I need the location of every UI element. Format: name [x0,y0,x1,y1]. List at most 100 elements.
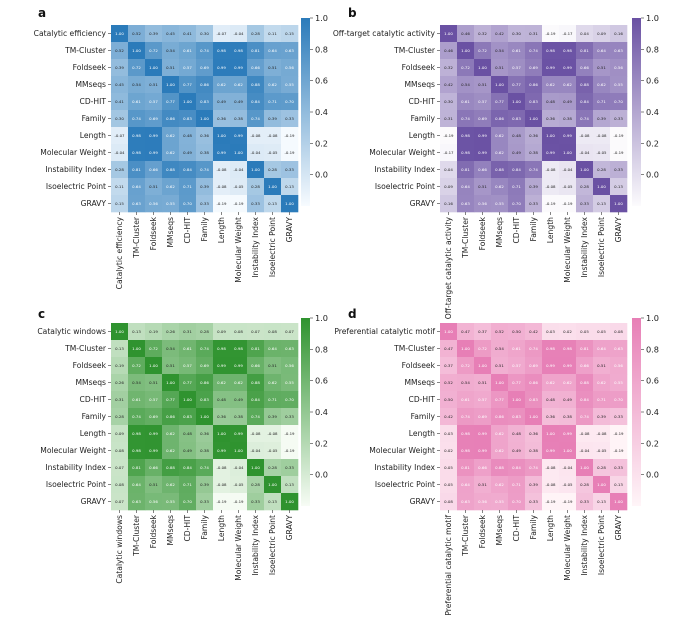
heatmap-cell [128,374,146,392]
heatmap-cell [474,357,492,375]
cell-value-label: 0.70 [285,397,294,402]
cell-value-label: 0.49 [183,150,192,155]
cell-value-label: -0.19 [613,150,624,155]
heatmap-cell [213,93,231,111]
heatmap-cell [457,391,475,409]
cell-value-label: 0.28 [115,167,124,172]
heatmap-cell [593,442,611,460]
heatmap-cell [508,110,526,128]
cell-value-label: 0.36 [200,431,209,436]
cell-value-label: 0.39 [268,414,277,419]
heatmap-cell [196,76,214,94]
cell-value-label: 1.00 [234,150,243,155]
heatmap-cell [457,93,475,111]
row-tick-label: TM-Cluster [64,344,107,353]
cell-value-label: 0.33 [285,414,294,419]
row-tick-label: Length [409,131,435,140]
cell-value-label: 0.33 [529,201,538,206]
heatmap-cell [542,42,560,60]
heatmap-cell [128,59,146,77]
cell-value-label: 0.28 [268,167,277,172]
cell-value-label: 0.39 [200,184,209,189]
heatmap-cell [576,144,594,162]
heatmap-cell [281,340,299,358]
heatmap-cell [610,374,628,392]
cell-value-label: 0.74 [200,167,209,172]
cell-value-label: 0.62 [495,150,504,155]
cell-value-label: 0.72 [149,48,158,53]
cell-value-label: 0.48 [546,397,555,402]
row-tick-label: TM-Cluster [393,46,436,55]
cell-value-label: 0.69 [478,116,487,121]
cell-value-label: 0.99 [546,65,555,70]
cell-value-label: 0.38 [234,116,243,121]
cell-value-label: -0.08 [216,167,227,172]
cell-value-label: 0.54 [495,346,504,351]
cell-value-label: 0.71 [597,397,606,402]
cell-value-label: 0.33 [614,167,623,172]
heatmap-cell [542,493,560,511]
cell-value-label: -0.08 [545,184,556,189]
heatmap-cell [145,110,163,128]
cell-value-label: 0.88 [495,167,504,172]
cell-value-label: 1.00 [597,184,606,189]
cell-value-label: 0.38 [563,116,572,121]
cell-value-label: 0.86 [529,380,538,385]
cell-value-label: 0.28 [251,184,260,189]
heatmap-cell [213,42,231,60]
heatmap-cell [230,493,248,511]
row-tick-label: GRAVY [81,497,107,506]
cell-value-label: 0.50 [444,397,453,402]
heatmap-cell [111,357,129,375]
heatmap-cell [525,391,543,409]
cell-value-label: 0.61 [132,99,141,104]
cell-value-label: 0.31 [529,31,538,36]
cell-value-label: 1.00 [512,397,521,402]
heatmap-cell [247,374,265,392]
cell-value-label: 0.74 [200,465,209,470]
cell-value-label: 0.52 [495,329,504,334]
heatmap-cell [491,340,509,358]
cell-value-label: 0.69 [200,363,209,368]
cell-value-label: 0.86 [495,414,504,419]
row-tick-label: Isoelectric Point [46,182,106,191]
cell-value-label: 0.46 [461,31,470,36]
heatmap-cell [196,127,214,145]
heatmap-cell [508,340,526,358]
heatmap-cell [111,459,129,477]
heatmap-cell [542,357,560,375]
row-tick-label: CD-HIT [409,395,436,404]
cell-value-label: -0.08 [267,133,278,138]
heatmap-cell [128,161,146,179]
row-tick-label: Length [80,429,106,438]
heatmap-cell [508,76,526,94]
heatmap-cell [508,391,526,409]
heatmap-cell [230,391,248,409]
cell-value-label: 0.62 [268,380,277,385]
row-tick-label: MMseqs [75,80,106,89]
cell-value-label: 0.52 [444,380,453,385]
heatmap-cell [576,195,594,213]
cell-value-label: 0.48 [512,431,521,436]
col-tick-label: GRAVY [614,217,623,243]
cell-value-label: 0.39 [529,482,538,487]
heatmap-cell [457,195,475,213]
heatmap-cell [457,476,475,494]
heatmap-cell [457,161,475,179]
cell-value-label: 0.04 [580,31,589,36]
cell-value-label: 0.72 [149,346,158,351]
colorbar-tick-label: 0.0 [646,170,659,180]
cell-value-label: 0.99 [546,363,555,368]
heatmap-cell [440,442,458,460]
heatmap-cell [457,425,475,443]
heatmap-cell [196,408,214,426]
cell-value-label: -0.19 [233,201,244,206]
panel-a: a 1.00 0.52 0.39 0.45 0.41 0.30 -0.07 -0.04 0.28 0… [34,6,328,289]
colorbar-tick-label: 0.6 [315,376,328,386]
heatmap-cell [525,459,543,477]
cell-value-label: 0.39 [529,184,538,189]
colorbar-tick-label: 0.2 [315,438,328,448]
heatmap-cell [610,76,628,94]
cell-value-label: -0.19 [216,201,227,206]
cell-value-label: 0.38 [529,150,538,155]
